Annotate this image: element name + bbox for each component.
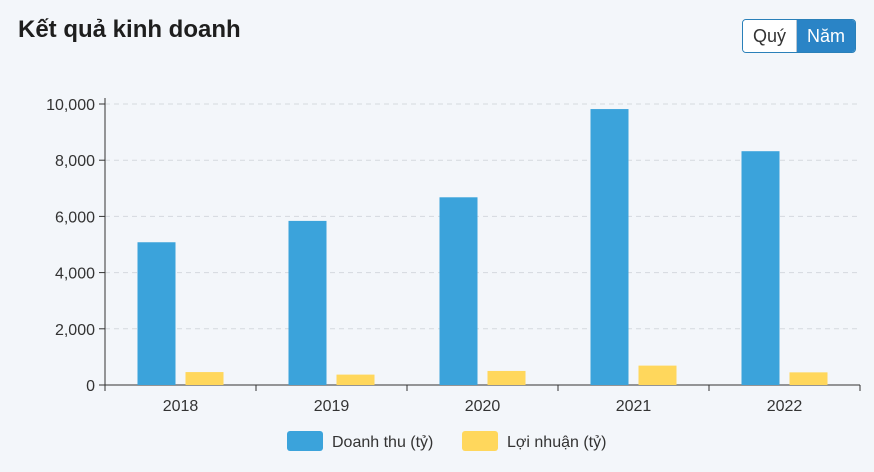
y-tick-label: 8,000 bbox=[55, 153, 95, 170]
y-tick-label: 6,000 bbox=[55, 209, 95, 226]
legend-label-revenue: Doanh thu (tỷ) bbox=[332, 434, 433, 451]
revenue-bar bbox=[137, 242, 176, 385]
legend-swatch-revenue bbox=[287, 431, 323, 451]
x-tick-label: 2020 bbox=[465, 398, 501, 415]
profit-bar bbox=[638, 365, 677, 385]
y-tick-label: 4,000 bbox=[55, 266, 95, 283]
y-tick-label: 10,000 bbox=[46, 97, 95, 114]
profit-bar bbox=[487, 370, 526, 385]
x-tick-label: 2018 bbox=[163, 398, 199, 415]
legend-swatch-profit bbox=[462, 431, 498, 451]
legend-label-profit: Lợi nhuận (tỷ) bbox=[507, 434, 606, 451]
revenue-bar bbox=[288, 220, 327, 385]
x-tick-label: 2022 bbox=[767, 398, 803, 415]
chart-title: Kết quả kinh doanh bbox=[18, 16, 241, 43]
profit-bar bbox=[185, 372, 224, 385]
revenue-bar bbox=[741, 151, 780, 385]
profit-bar bbox=[336, 374, 375, 385]
x-tick-label: 2021 bbox=[616, 398, 652, 415]
revenue-bar bbox=[590, 109, 629, 386]
period-toggle[interactable]: Quý Năm bbox=[742, 19, 857, 53]
profit-bar bbox=[789, 372, 828, 385]
revenue-bar bbox=[439, 197, 478, 385]
year-button[interactable]: Năm bbox=[797, 20, 856, 52]
y-tick-label: 2,000 bbox=[55, 322, 95, 339]
y-tick-label: 0 bbox=[86, 378, 95, 395]
quarter-button[interactable]: Quý bbox=[743, 20, 798, 52]
x-tick-label: 2019 bbox=[314, 398, 350, 415]
